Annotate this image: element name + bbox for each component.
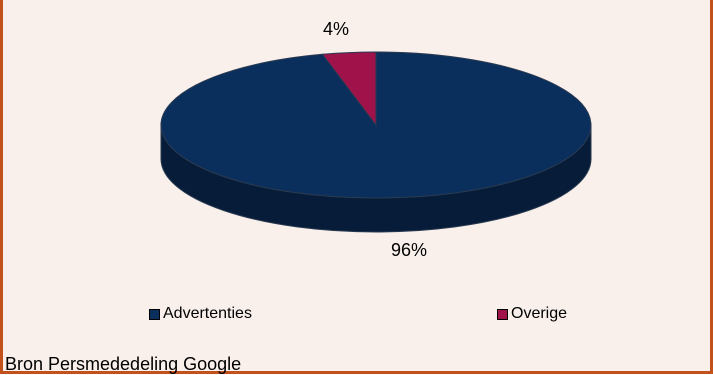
pie-slice-overige xyxy=(321,51,377,127)
legend-swatch-overige xyxy=(497,308,508,320)
legend-swatch-advertenties xyxy=(149,308,160,320)
source-caption: Bron Persmededeling Google xyxy=(5,354,242,374)
legend-item-overige: Overige xyxy=(497,305,567,323)
slice-label-advertenties: 96% xyxy=(391,240,428,260)
pie-chart xyxy=(160,51,592,233)
legend-label-advertenties: Advertenties xyxy=(163,305,252,322)
legend-label-overige: Overige xyxy=(511,305,568,322)
slice-label-overige: 4% xyxy=(323,19,350,39)
legend-item-advertenties: Advertenties xyxy=(149,305,252,323)
